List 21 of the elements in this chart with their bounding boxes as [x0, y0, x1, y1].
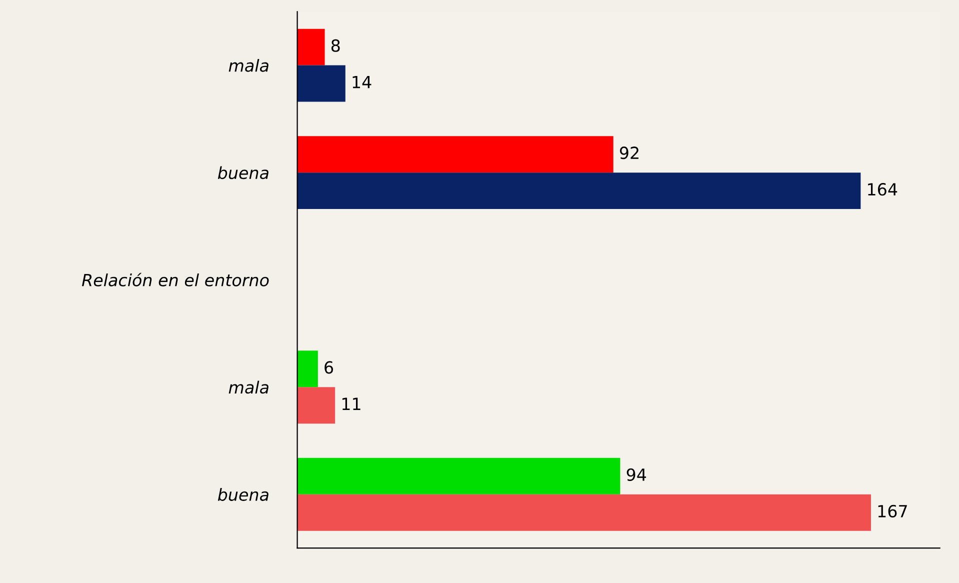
- data-label: 6: [324, 361, 334, 374]
- bar: [297, 458, 620, 494]
- bar: [297, 172, 861, 210]
- bar: [297, 65, 346, 102]
- y-tick-label: mala: [228, 58, 268, 72]
- data-label: 14: [352, 76, 372, 88]
- bar: [297, 136, 614, 173]
- y-tick-label: mala: [228, 380, 268, 394]
- data-label: 167: [878, 504, 907, 518]
- bar: [297, 494, 871, 531]
- bar: [297, 28, 325, 66]
- data-label: 11: [342, 398, 360, 410]
- data-label: 94: [626, 468, 646, 481]
- bar: [297, 387, 336, 424]
- data-label: 8: [331, 39, 340, 52]
- y-tick-label: Relación en el entorno: [82, 272, 269, 286]
- y-tick-label: buena: [218, 166, 268, 180]
- data-label: 164: [868, 183, 898, 196]
- data-label: 92: [620, 146, 638, 160]
- bar: [297, 350, 318, 388]
- y-tick-label: buena: [218, 488, 268, 501]
